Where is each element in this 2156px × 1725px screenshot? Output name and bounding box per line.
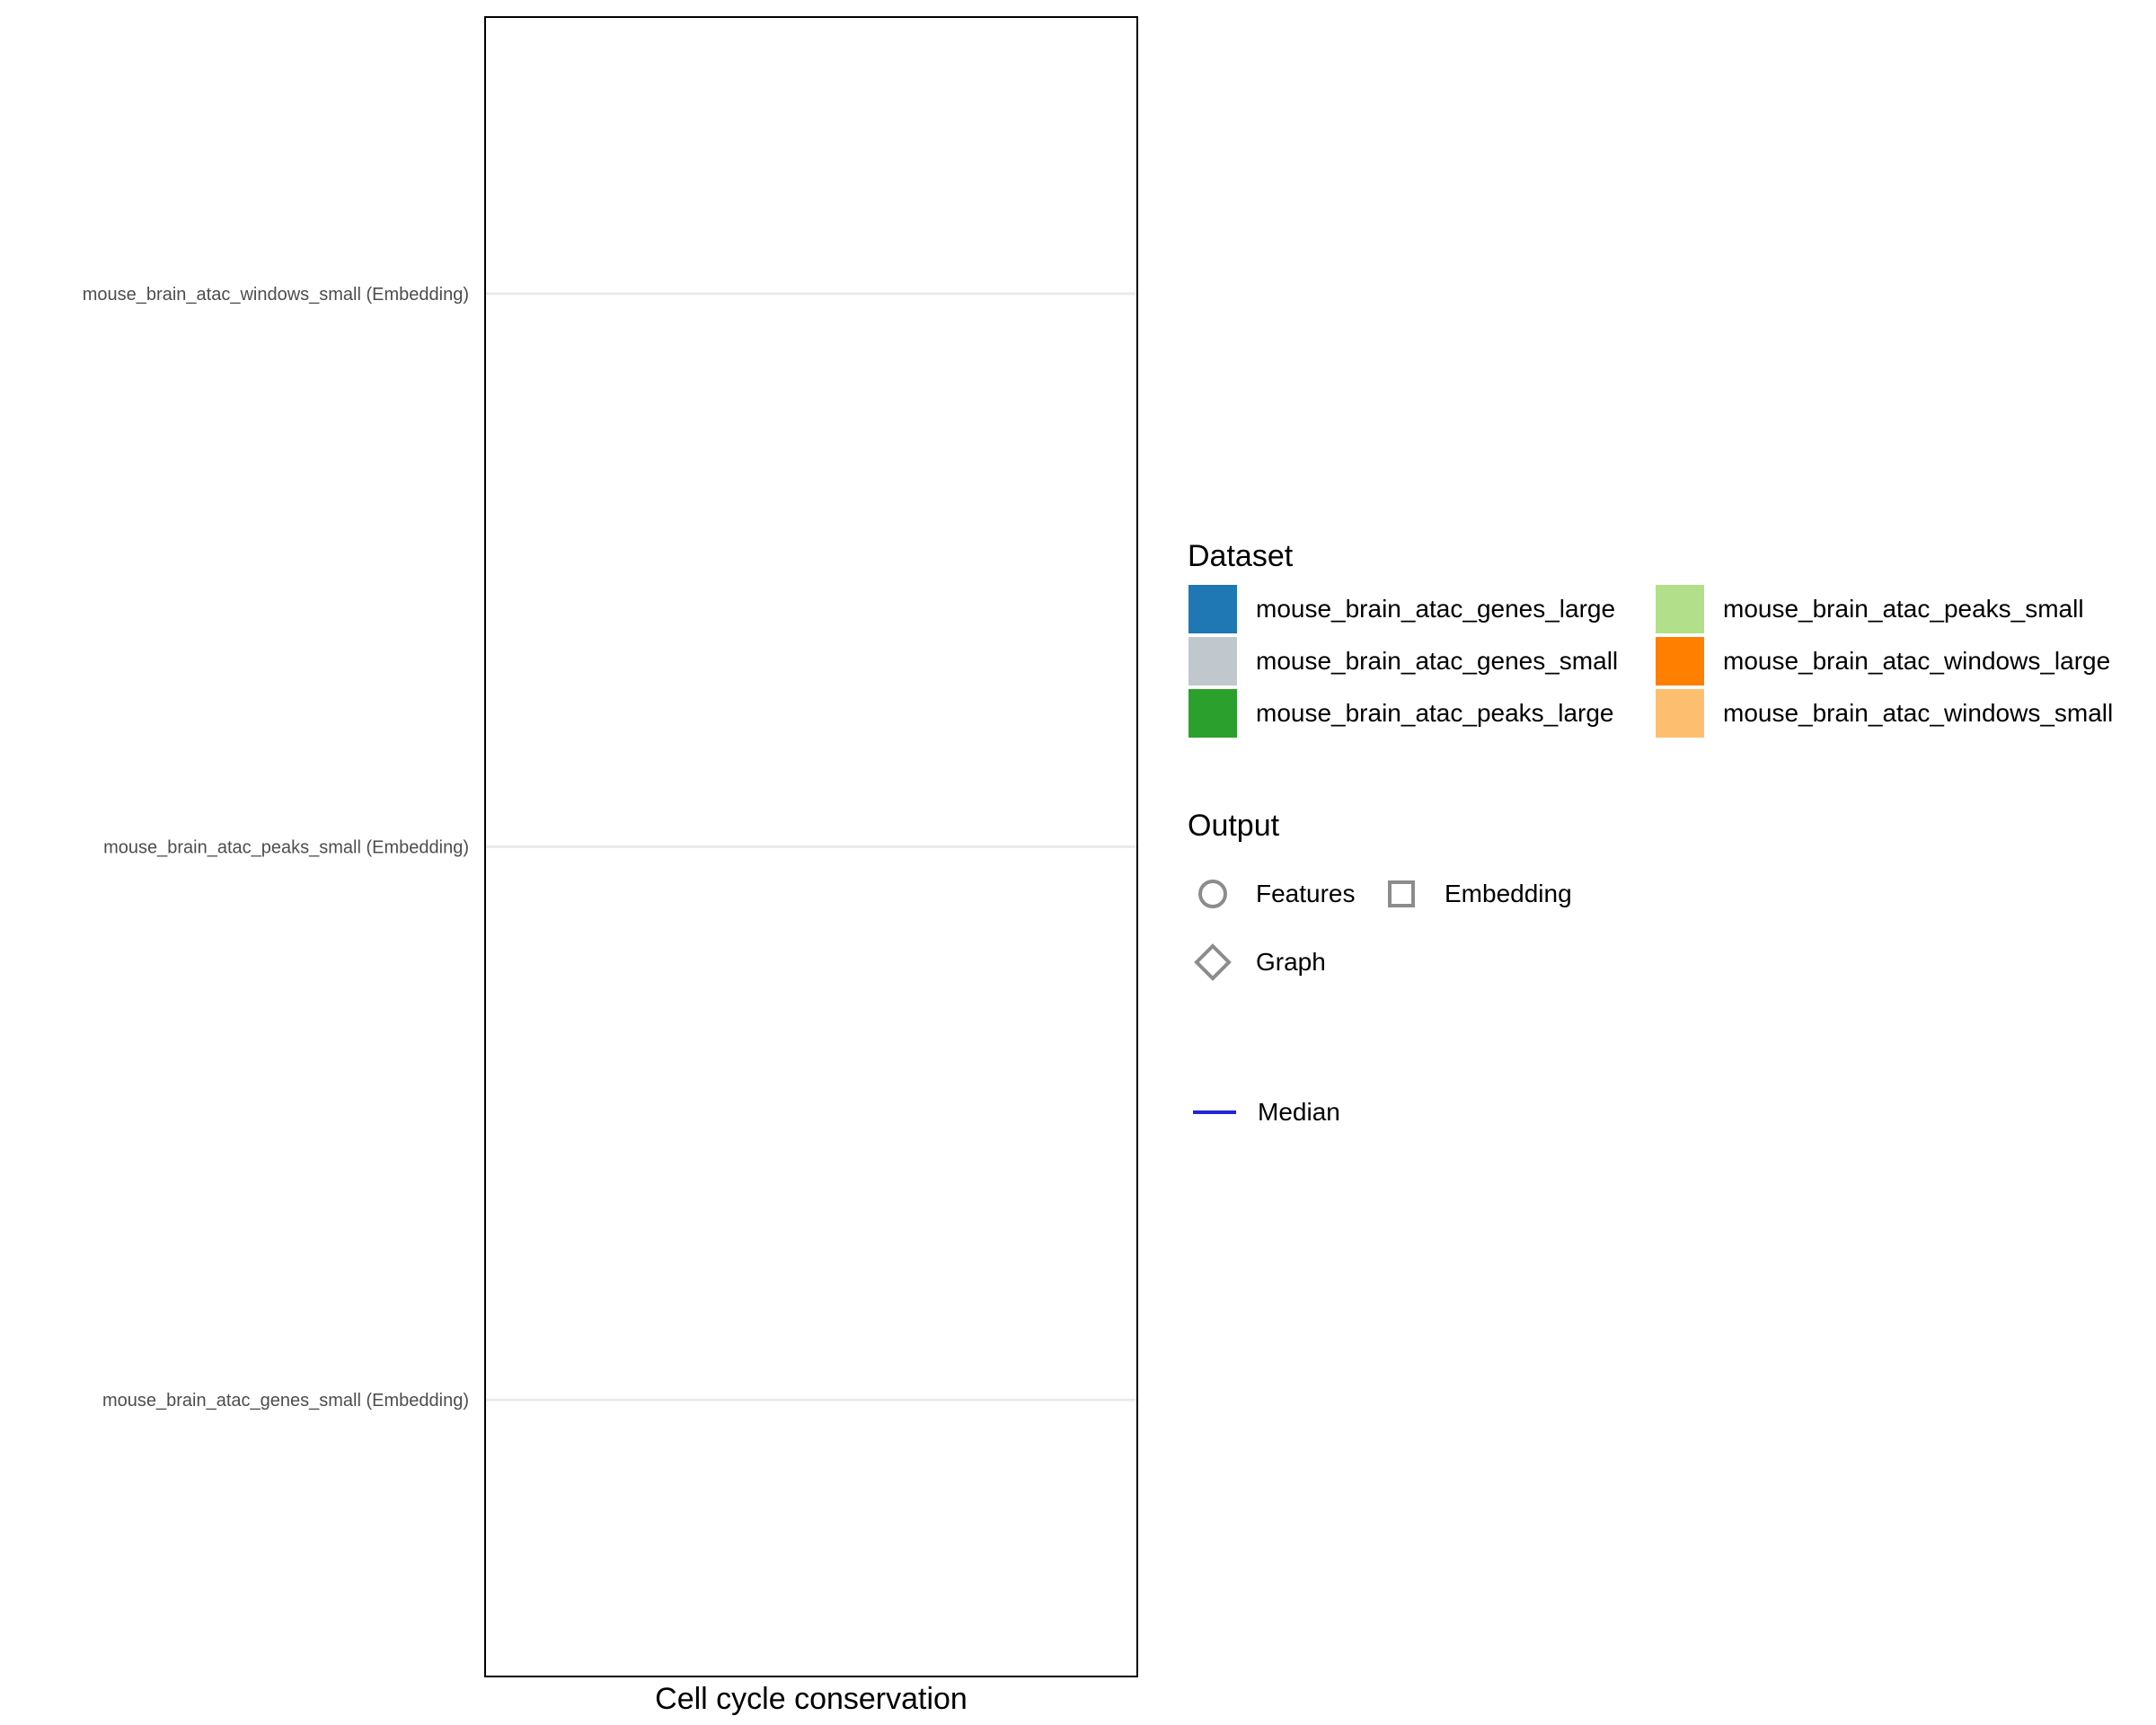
legend-label-graph: Graph xyxy=(1256,948,1326,976)
legend-item-windows-large: mouse_brain_atac_windows_large xyxy=(1655,635,2140,687)
diamond-shape-icon xyxy=(1194,943,1232,981)
y-tick-label: mouse_brain_atac_genes_small (Embedding) xyxy=(102,1391,469,1411)
swatch-genes-small xyxy=(1188,636,1238,686)
median-line-icon xyxy=(1193,1110,1236,1114)
legend-label-features: Features xyxy=(1256,880,1356,907)
median-legend-label: Median xyxy=(1258,1098,1340,1126)
dataset-legend-items: mouse_brain_atac_genes_large mouse_brain… xyxy=(1188,583,2140,739)
legend-item-peaks-small: mouse_brain_atac_peaks_small xyxy=(1655,583,2140,635)
legend-item-genes-small: mouse_brain_atac_genes_small xyxy=(1188,635,1655,687)
legend-label-peaks-large: mouse_brain_atac_peaks_large xyxy=(1256,699,1614,727)
legend-item-windows-small: mouse_brain_atac_windows_small xyxy=(1655,687,2140,739)
legend-label-peaks-small: mouse_brain_atac_peaks_small xyxy=(1723,595,2084,623)
output-legend-items: Features Embedding Graph xyxy=(1188,860,1583,996)
y-tick-label: mouse_brain_atac_peaks_small (Embedding) xyxy=(103,838,469,858)
output-legend-title: Output xyxy=(1188,809,1280,843)
dataset-legend-title: Dataset xyxy=(1188,539,1294,573)
swatch-windows-small xyxy=(1655,688,1705,739)
swatch-peaks-small xyxy=(1655,584,1705,634)
output-legend: Output Features Embedding xyxy=(1188,809,1583,996)
legend-label-windows-small: mouse_brain_atac_windows_small xyxy=(1723,699,2114,727)
circle-shape-icon xyxy=(1198,880,1227,908)
y-tick-label: mouse_brain_atac_windows_small (Embeddin… xyxy=(83,285,469,305)
legend-item-embedding: Embedding xyxy=(1376,860,1583,928)
legend-label-genes-large: mouse_brain_atac_genes_large xyxy=(1256,595,1616,623)
legend-label-genes-small: mouse_brain_atac_genes_small xyxy=(1256,647,1619,675)
legend-item-peaks-large: mouse_brain_atac_peaks_large xyxy=(1188,687,1655,739)
square-shape-icon xyxy=(1388,880,1415,907)
grid-layer xyxy=(485,292,1137,1402)
legend-label-embedding: Embedding xyxy=(1445,880,1572,907)
swatch-genes-large xyxy=(1188,584,1238,634)
swatch-peaks-large xyxy=(1188,688,1238,739)
swatch-windows-large xyxy=(1655,636,1705,686)
median-legend: Median xyxy=(1188,1098,1340,1127)
legend-item-graph: Graph xyxy=(1188,928,1376,996)
legend-item-features: Features xyxy=(1188,860,1376,928)
x-axis-label: Cell cycle conservation xyxy=(655,1682,968,1716)
y-axis-tick-labels: mouse_brain_atac_windows_small (Embeddin… xyxy=(83,285,469,1411)
legend-item-genes-large: mouse_brain_atac_genes_large xyxy=(1188,583,1655,635)
dataset-legend: Dataset mouse_brain_atac_genes_large mou… xyxy=(1188,539,2140,739)
panel-border xyxy=(484,16,1138,1677)
legend-label-windows-large: mouse_brain_atac_windows_large xyxy=(1723,647,2111,675)
